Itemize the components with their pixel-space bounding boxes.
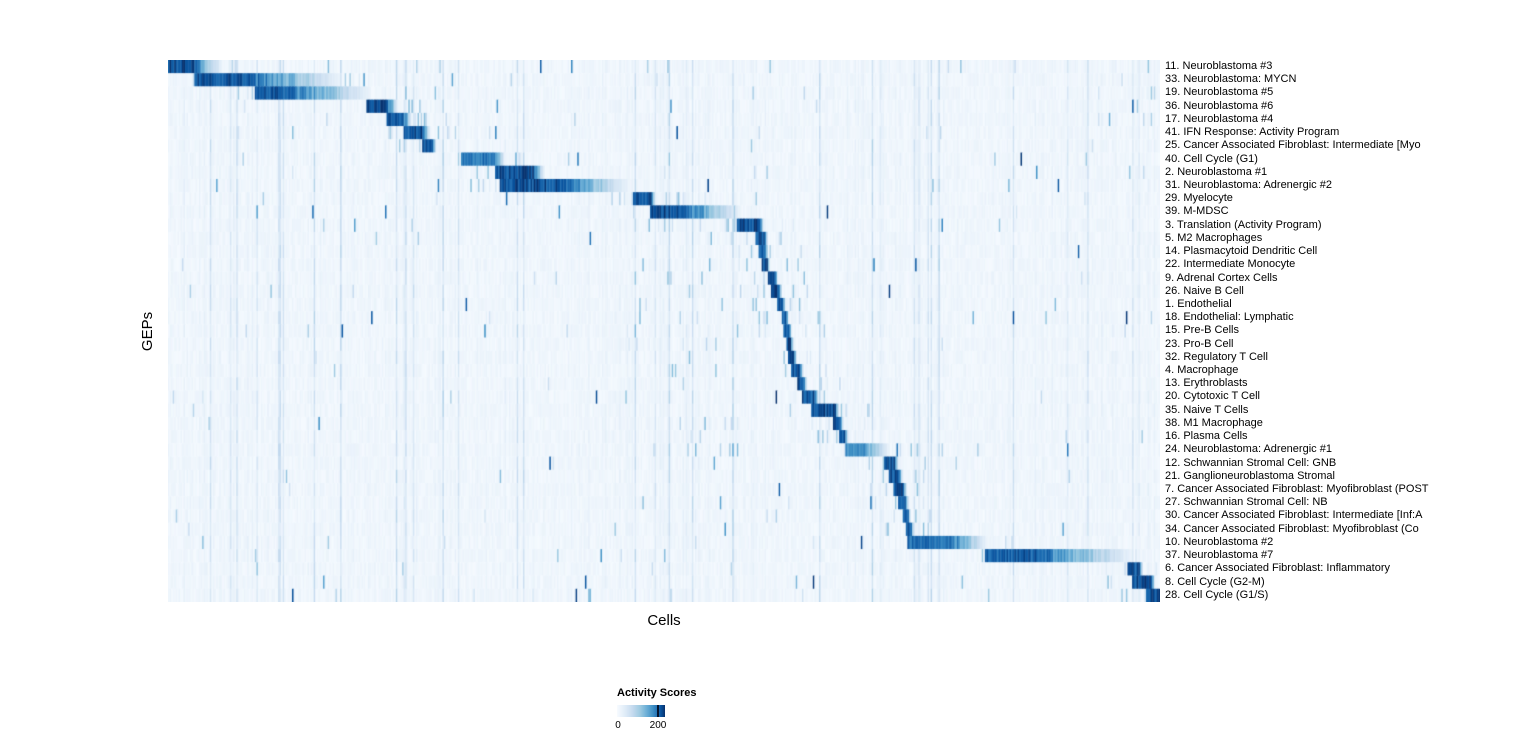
row-label: 31. Neuroblastoma: Adrenergic #2	[1165, 178, 1332, 191]
row-label: 3. Translation (Activity Program)	[1165, 218, 1322, 231]
row-label: 26. Naive B Cell	[1165, 284, 1244, 297]
row-label: 2. Neuroblastoma #1	[1165, 165, 1268, 178]
row-label: 7. Cancer Associated Fibroblast: Myofibr…	[1165, 483, 1429, 495]
row-label: 19. Neuroblastoma #5	[1165, 86, 1274, 99]
row-label: 18. Endothelial: Lymphatic	[1165, 311, 1294, 324]
row-label: 13. Erythroblasts	[1165, 377, 1248, 390]
row-label: 29. Myelocyte	[1165, 192, 1233, 205]
row-label: 15. Pre-B Cells	[1165, 324, 1239, 337]
row-label: 37. Neuroblastoma #7	[1165, 549, 1274, 562]
row-label: 39. M-MDSC	[1165, 205, 1229, 218]
row-label: 9. Adrenal Cortex Cells	[1165, 271, 1278, 284]
row-label: 25. Cancer Associated Fibroblast: Interm…	[1165, 139, 1421, 152]
legend-tick-labels: 0 200	[615, 720, 687, 732]
row-label: 1. Endothelial	[1165, 297, 1232, 310]
row-label: 35. Naive T Cells	[1165, 403, 1249, 416]
row-label: 40. Cell Cycle (G1)	[1165, 152, 1258, 165]
row-label: 5. M2 Macrophages	[1165, 231, 1263, 244]
row-label: 22. Intermediate Monocyte	[1165, 258, 1296, 271]
x-axis-label: Cells	[647, 612, 681, 629]
legend-gradient-bar	[617, 705, 665, 717]
row-label: 20. Cytotoxic T Cell	[1165, 390, 1260, 403]
row-label: 34. Cancer Associated Fibroblast: Myofib…	[1165, 522, 1419, 535]
row-label: 24. Neuroblastoma: Adrenergic #1	[1165, 443, 1332, 456]
row-label: 12. Schwannian Stromal Cell: GNB	[1165, 456, 1337, 469]
legend-title: Activity Scores	[617, 687, 697, 699]
row-label: 23. Pro-B Cell	[1165, 337, 1234, 350]
heatmap-canvas	[168, 60, 1160, 602]
row-labels: 11. Neuroblastoma #3 33. Neuroblastoma: M…	[1165, 60, 1540, 604]
row-label: 17. Neuroblastoma #4	[1165, 112, 1274, 125]
row-label: 32. Regulatory T Cell	[1165, 350, 1268, 363]
y-axis-label-text: GEPs	[139, 311, 157, 351]
row-label: 11. Neuroblastoma #3	[1165, 60, 1273, 72]
row-label: 14. Plasmacytoid Dendritic Cell	[1165, 245, 1318, 258]
legend-max-label: 200	[649, 720, 667, 731]
row-label: 27. Schwannian Stromal Cell: NB	[1165, 496, 1328, 509]
row-label: 16. Plasma Cells	[1165, 430, 1248, 443]
row-label: 6. Cancer Associated Fibroblast: Inflamm…	[1165, 562, 1390, 575]
legend-max-tick	[657, 705, 659, 717]
row-label: 8. Cell Cycle (G2-M)	[1165, 575, 1265, 588]
y-axis-label: GEPs	[136, 60, 160, 602]
row-label: 41. IFN Response: Activity Program	[1165, 126, 1340, 139]
row-label: 21. Ganglioneuroblastoma Stromal	[1165, 469, 1335, 482]
row-label: 28. Cell Cycle (G1/S)	[1165, 588, 1269, 601]
row-label: 30. Cancer Associated Fibroblast: Interm…	[1165, 509, 1423, 522]
row-label: 4. Macrophage	[1165, 364, 1239, 377]
legend-min-label: 0	[615, 720, 621, 731]
row-label: 38. M1 Macrophage	[1165, 416, 1263, 429]
legend: Activity Scores 0 200	[615, 687, 757, 732]
row-label: 36. Neuroblastoma #6	[1165, 99, 1274, 112]
row-label: 33. Neuroblastoma: MYCN	[1165, 73, 1297, 86]
row-label: 10. Neuroblastoma #2	[1165, 535, 1274, 548]
